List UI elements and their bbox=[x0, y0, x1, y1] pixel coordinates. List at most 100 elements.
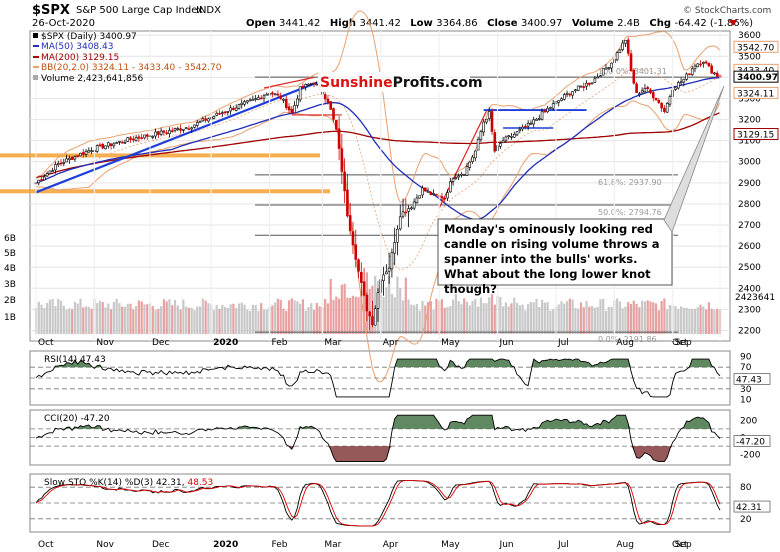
volume-bar bbox=[140, 301, 143, 334]
volume-bar bbox=[65, 309, 68, 334]
close-value: 3400.97 bbox=[521, 18, 562, 29]
volume-bar bbox=[399, 287, 402, 334]
candle-body bbox=[73, 156, 77, 160]
volume-bar bbox=[354, 296, 357, 334]
candle-body bbox=[460, 173, 463, 176]
candle-body bbox=[710, 65, 713, 74]
candle-body bbox=[435, 194, 438, 196]
candle-body bbox=[101, 143, 105, 149]
candle-body bbox=[668, 96, 672, 105]
volume-last-label: 2423641 bbox=[735, 293, 775, 303]
volume-bar bbox=[262, 309, 266, 334]
volume-bar bbox=[107, 303, 110, 334]
candle-body bbox=[504, 136, 508, 141]
month-label: Oct bbox=[38, 338, 54, 348]
header-source: © StockCharts.com bbox=[683, 6, 771, 16]
candle-body bbox=[120, 141, 124, 144]
candle-body bbox=[468, 161, 472, 168]
volume-bar bbox=[654, 303, 658, 334]
volume-bar bbox=[646, 300, 649, 334]
candle-body bbox=[385, 271, 388, 275]
volume-bar bbox=[201, 298, 204, 334]
volume-bar bbox=[48, 299, 52, 334]
candle-body bbox=[663, 107, 666, 112]
candle-body bbox=[373, 308, 377, 326]
candle-body bbox=[157, 131, 160, 135]
candle-body bbox=[170, 130, 174, 133]
fib-label-top: 100.0%: 3401.31 bbox=[598, 67, 667, 76]
sto-label-k: Slow STO %K(14) %D(3) 42.31, bbox=[44, 478, 185, 488]
volume-bar bbox=[296, 301, 299, 334]
candle-body bbox=[474, 150, 477, 159]
volume-bar bbox=[73, 301, 77, 334]
volume-bar bbox=[474, 299, 477, 334]
volume-bar bbox=[563, 303, 566, 334]
candle-body bbox=[220, 112, 224, 114]
month-label: Apr bbox=[383, 338, 399, 348]
candle-body bbox=[674, 87, 677, 90]
volume-bar bbox=[621, 308, 624, 334]
chg-label: Chg bbox=[649, 18, 671, 29]
candle-body bbox=[482, 121, 485, 133]
volume-bar bbox=[682, 307, 685, 334]
candle-body bbox=[182, 129, 185, 131]
rsi-tick-label: 70 bbox=[740, 363, 752, 373]
volume-bar bbox=[335, 296, 338, 334]
volume-bar bbox=[137, 300, 140, 334]
volume-bar bbox=[610, 306, 613, 334]
volume-bar bbox=[540, 299, 544, 334]
header-name: S&P 500 Large Cap Index bbox=[76, 5, 203, 16]
candle-body bbox=[240, 102, 244, 105]
candle-body bbox=[243, 101, 246, 105]
volume-bar bbox=[290, 298, 293, 334]
volume-bar bbox=[324, 298, 327, 334]
price-value-label: 3129.15 bbox=[737, 131, 774, 141]
volume-bar bbox=[165, 301, 168, 334]
candle-body bbox=[696, 63, 700, 68]
candle-body bbox=[37, 179, 41, 184]
candle-body bbox=[223, 111, 227, 114]
price-tick-label: 2800 bbox=[738, 200, 761, 210]
price-tick-label: 2300 bbox=[738, 305, 761, 315]
candle-body bbox=[193, 124, 196, 128]
volume-bar bbox=[326, 303, 330, 334]
candle-body bbox=[690, 68, 694, 75]
candle-body bbox=[429, 191, 433, 195]
sto-signal-line bbox=[35, 480, 721, 527]
candle-body bbox=[654, 97, 658, 101]
volume-bar bbox=[685, 307, 688, 334]
candle-body bbox=[68, 157, 71, 161]
cci-tick-label: 200 bbox=[740, 416, 757, 426]
watermark-sunshine: Sunshine bbox=[320, 75, 393, 91]
candle-body bbox=[629, 53, 633, 71]
rsi-tick-label: 10 bbox=[740, 396, 752, 406]
candle-body bbox=[371, 316, 374, 326]
price-value-box bbox=[733, 86, 779, 99]
header-date: 26-Oct-2020 bbox=[32, 18, 95, 29]
volume-bar bbox=[413, 305, 416, 334]
candle-body bbox=[521, 126, 524, 130]
candle-body bbox=[304, 84, 308, 88]
candle-body bbox=[562, 94, 566, 100]
candle-body bbox=[232, 107, 235, 110]
candle-body bbox=[309, 82, 313, 85]
candle-body bbox=[115, 142, 118, 144]
candle-body bbox=[362, 281, 366, 296]
candle-body bbox=[471, 156, 474, 162]
volume-bar bbox=[424, 305, 427, 334]
price-tick-label: 2400 bbox=[738, 284, 761, 294]
volume-bar bbox=[346, 297, 349, 334]
volume-tick-label: 6B bbox=[4, 234, 16, 244]
volume-bar bbox=[173, 300, 177, 334]
volume-bar bbox=[293, 300, 296, 334]
candle-body bbox=[607, 67, 611, 69]
candle-body bbox=[165, 132, 168, 135]
candle-body bbox=[485, 118, 488, 123]
candle-body bbox=[159, 130, 163, 135]
candle-body bbox=[45, 173, 49, 177]
candle-body bbox=[610, 62, 613, 69]
candle-body bbox=[588, 82, 591, 85]
candle-body bbox=[293, 105, 296, 114]
volume-bar bbox=[257, 310, 260, 334]
candle-body bbox=[315, 83, 319, 86]
